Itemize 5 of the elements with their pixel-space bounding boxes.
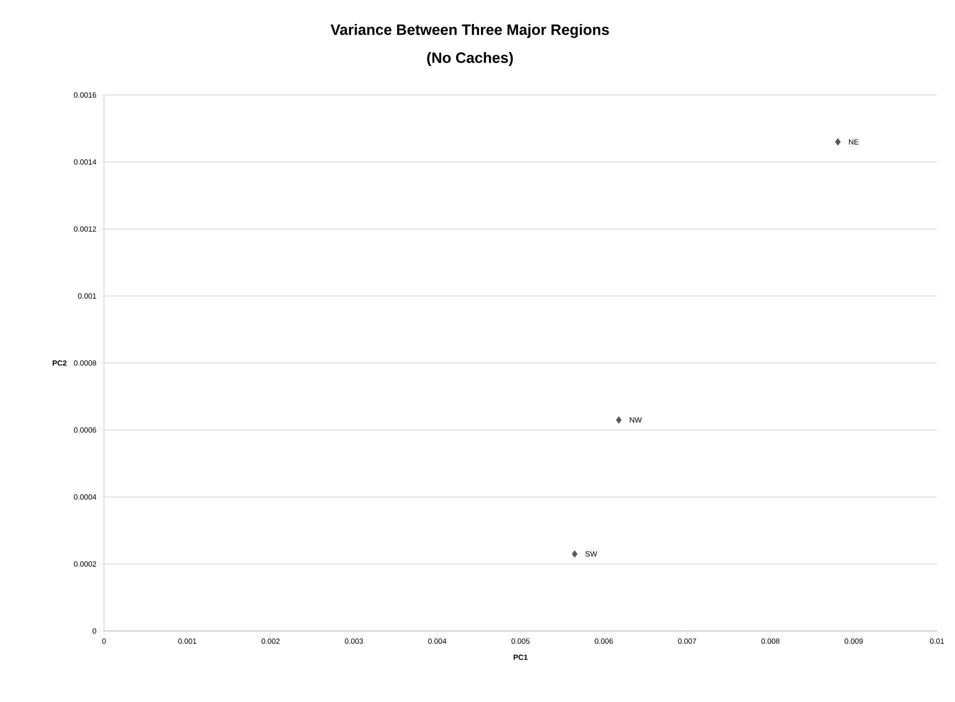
chart-title: Variance Between Three Major Regions: [330, 24, 609, 38]
chart-subtitle: (No Caches): [427, 52, 513, 66]
point: [572, 550, 578, 558]
point: [616, 416, 622, 424]
point: [835, 138, 841, 146]
